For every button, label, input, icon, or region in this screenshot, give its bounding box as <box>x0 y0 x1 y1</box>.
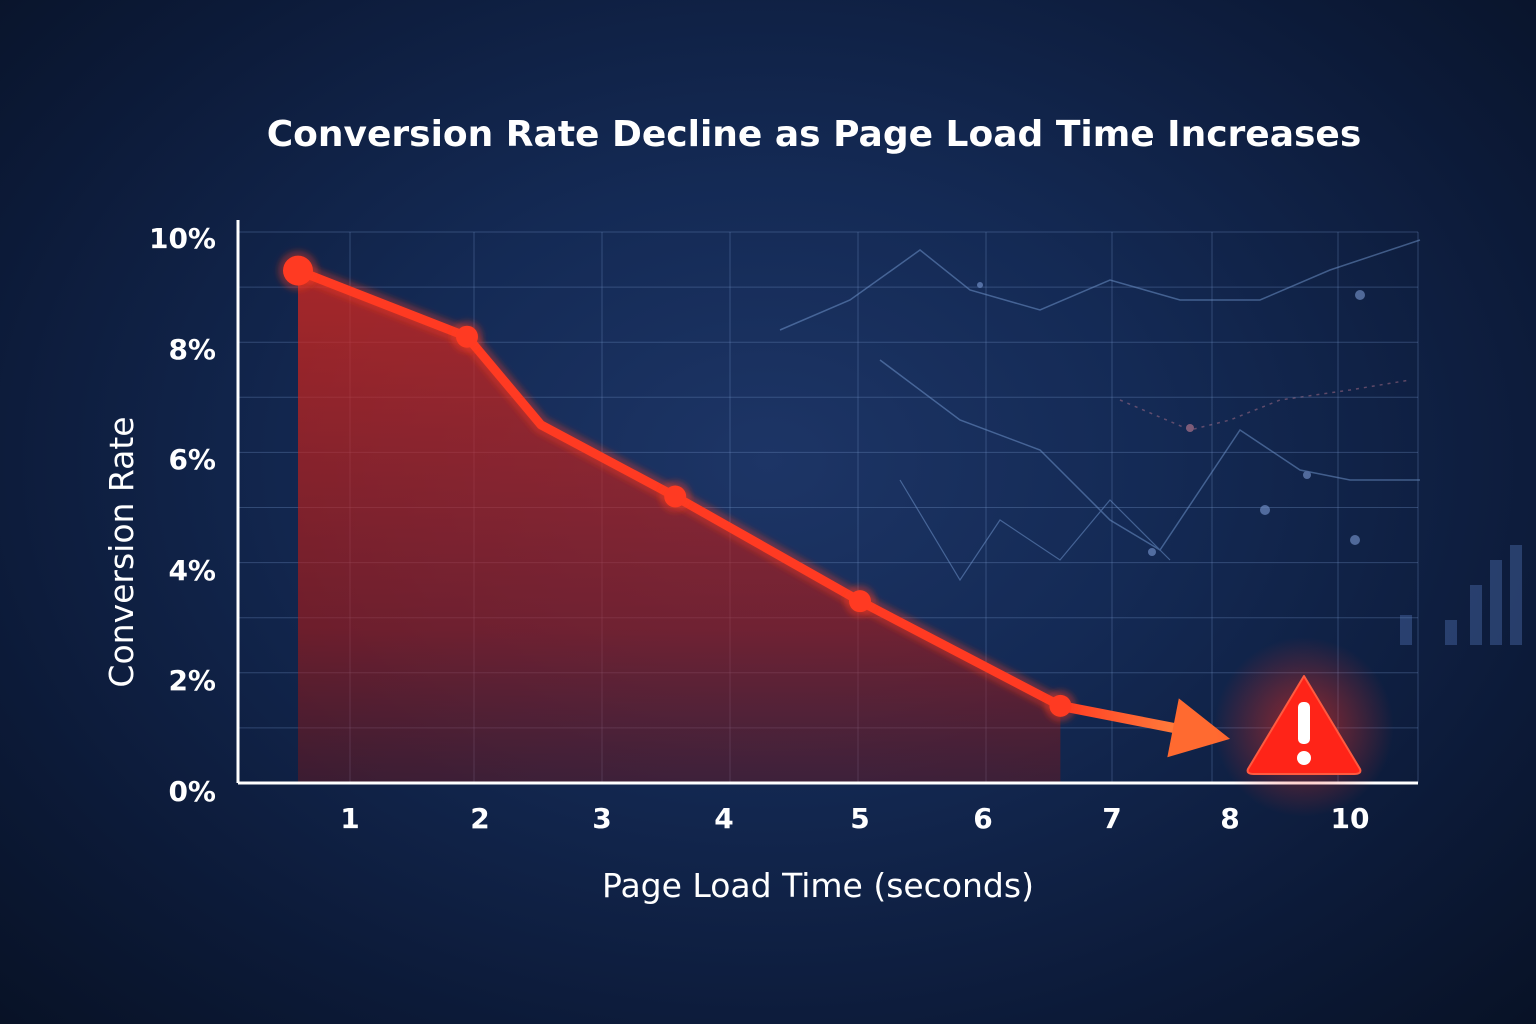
chart-area-fill <box>298 270 1061 783</box>
y-tick-label: 10% <box>149 222 216 255</box>
y-axis-label: Conversion Rate <box>102 416 141 687</box>
x-tick-label: 5 <box>850 802 869 835</box>
x-tick-label: 3 <box>592 802 611 835</box>
x-tick-label: 8 <box>1220 802 1239 835</box>
x-tick-label: 7 <box>1102 802 1121 835</box>
data-point <box>283 255 313 286</box>
warning-exclamation-dot <box>1297 751 1311 765</box>
x-tick-label: 1 <box>340 802 359 835</box>
x-axis-label: Page Load Time (seconds) <box>602 866 1034 905</box>
y-tick-label: 6% <box>168 443 216 476</box>
series-line <box>293 266 1065 711</box>
y-tick-label: 2% <box>168 664 216 697</box>
data-point <box>664 485 687 508</box>
trend-arrow-shaft <box>1055 700 1179 733</box>
y-tick-label: 8% <box>168 333 216 366</box>
y-tick-label: 4% <box>168 554 216 587</box>
data-point <box>1049 694 1072 717</box>
x-tick-label: 2 <box>470 802 489 835</box>
chart-axes <box>236 220 1418 785</box>
x-tick-label: 6 <box>973 802 992 835</box>
area-fill <box>298 270 1061 783</box>
x-tick-label: 4 <box>714 802 733 835</box>
data-point <box>849 590 871 613</box>
warning-annotation <box>1214 637 1394 817</box>
chart-ticks: 1 2 3 4 5 6 7 8 100%2%4%6%8%10% <box>149 222 1370 835</box>
background-decoration <box>779 239 1522 645</box>
chart-title: Conversion Rate Decline as Page Load Tim… <box>267 114 1362 155</box>
warning-exclamation-bar <box>1298 702 1310 744</box>
trend-arrow-head <box>1167 698 1230 758</box>
chart-series <box>278 250 1230 758</box>
y-tick-label: 0% <box>168 775 216 808</box>
data-point <box>456 325 478 348</box>
